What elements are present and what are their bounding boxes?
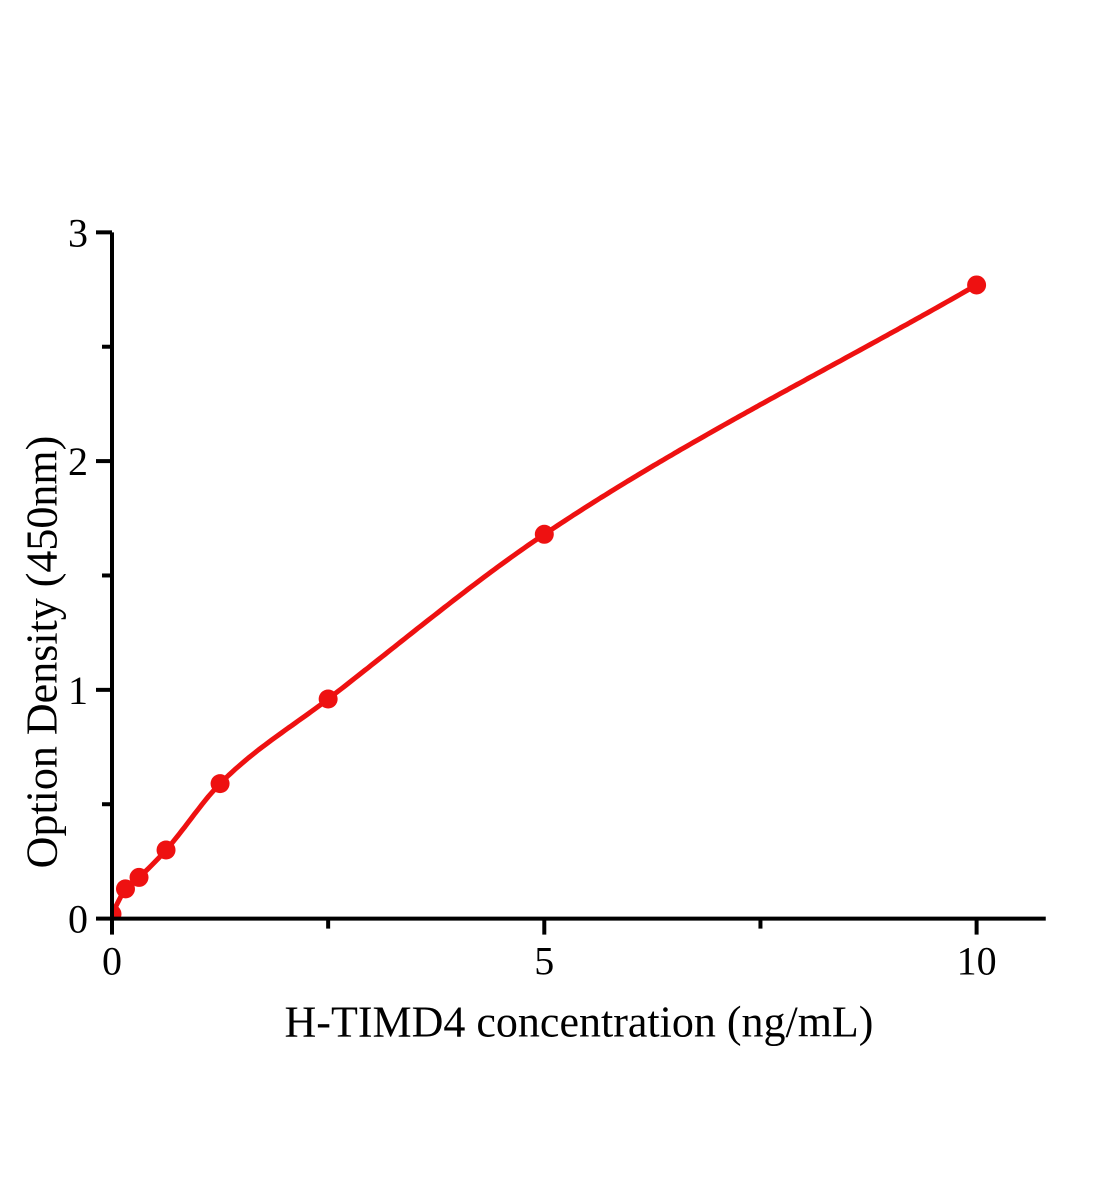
data-point [534,524,554,544]
data-point [115,879,135,899]
data-point [156,840,176,860]
standard-curve-line [112,282,980,917]
y-axis-title: Option Density (450nm) [17,435,67,869]
x-tick-label: 10 [957,939,997,984]
tick-labels: 0 5 10 0 1 2 3 [68,210,997,983]
data-point [129,867,149,887]
axes [96,230,1046,935]
x-tick-label: 5 [534,939,554,984]
series-H-TIMD4-standard-curve [112,275,987,919]
y-tick-label: 3 [68,210,88,255]
y-tick-label: 1 [68,668,88,713]
x-tick-label: 0 [102,939,122,984]
data-point [318,689,338,709]
data-point [112,904,122,919]
y-tick-label: 2 [68,439,88,484]
y-tick-label: 0 [68,897,88,942]
data-point [210,774,230,794]
data-point [967,275,987,295]
x-axis-title: H-TIMD4 concentration (ng/mL) [284,997,874,1047]
